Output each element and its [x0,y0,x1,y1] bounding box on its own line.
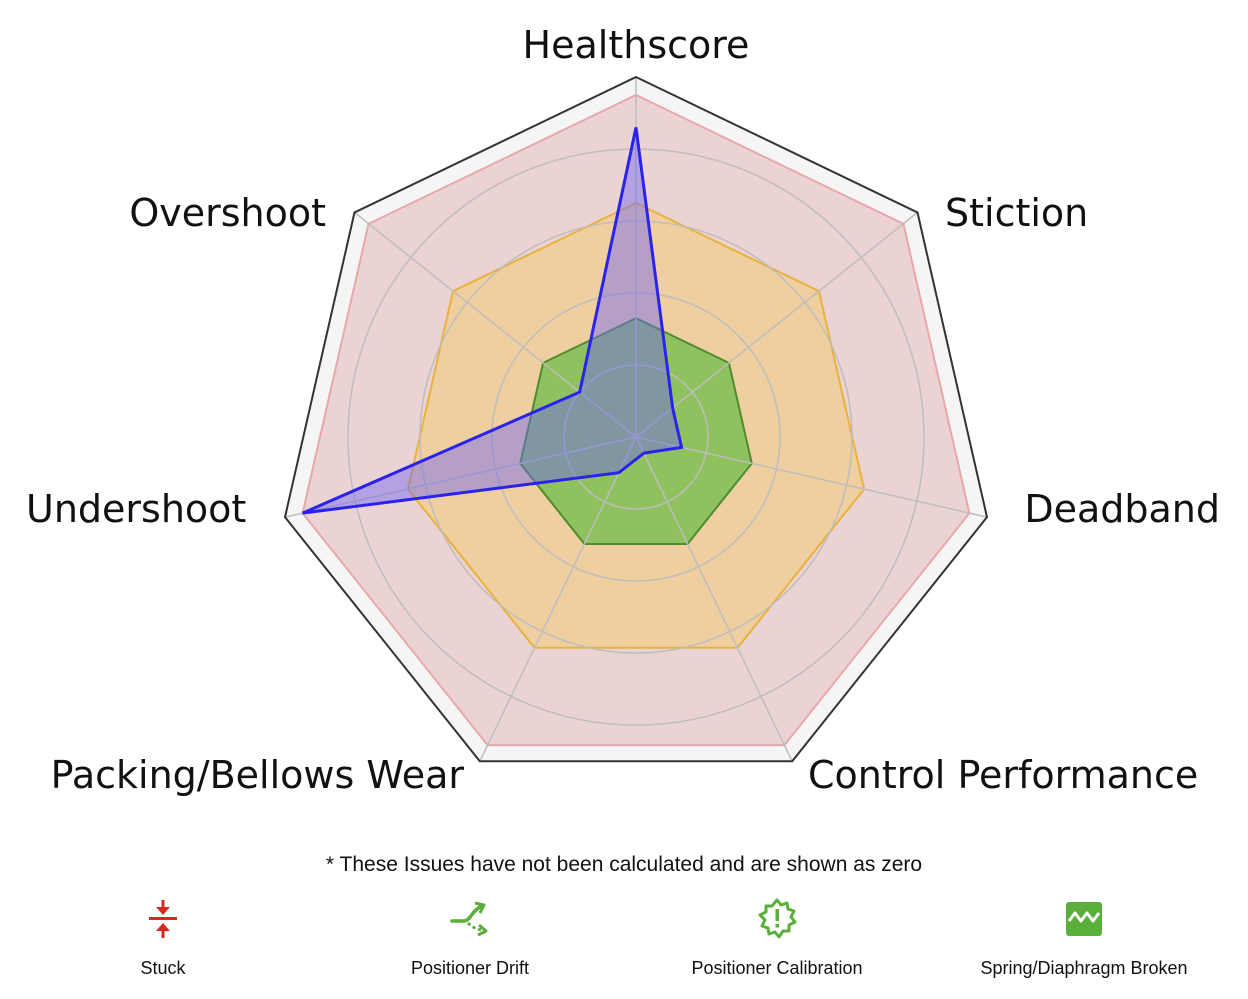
spoke-4 [479,436,637,762]
spoke-3 [635,436,793,762]
legend-item-positioner-calibration: Positioner Calibration [627,897,927,979]
grid [283,75,989,763]
legend-item-positioner-drift: Positioner Drift [320,897,620,979]
axis-label-2: Deadband [1024,487,1220,531]
axis-label-6: Overshoot [129,191,326,235]
legend-item-stuck: Stuck [13,897,313,979]
axis-label-4: Packing/Bellows Wear [51,753,465,797]
outer-polygon-frame [283,75,989,763]
spoke-6 [354,211,637,438]
legend-label-stuck: Stuck [140,958,186,978]
spoke-2 [635,436,988,518]
spoke-1 [635,211,918,438]
legend-label-positioner-calibration: Positioner Calibration [691,958,863,978]
radar-chart: Healthscore Stiction Deadband Control Perfo… [26,23,1220,797]
series-layer [301,127,684,515]
axis-labels: Healthscore Stiction Deadband Control Perfo… [26,23,1220,797]
axis-label-3: Control Performance [808,753,1198,797]
axis-label-5: Undershoot [26,487,246,531]
positioner-drift-icon [450,901,488,937]
spoke-5 [284,436,637,518]
legend-label-spring-diaphragm-broken: Spring/Diaphragm Broken [980,958,1188,978]
not-calculated-note: * These Issues have not been calculated … [325,853,923,876]
legend-label-positioner-drift: Positioner Drift [410,958,530,978]
stuck-icon [149,900,177,938]
positioner-calibration-icon [758,898,797,939]
axis-label-0: Healthscore [523,23,750,67]
series-polygon-0 [301,127,684,515]
spring-diaphragm-broken-icon [1066,902,1102,936]
axis-label-1: Stiction [945,191,1088,235]
legend-item-spring-diaphragm-broken: Spring/Diaphragm Broken [934,897,1234,979]
